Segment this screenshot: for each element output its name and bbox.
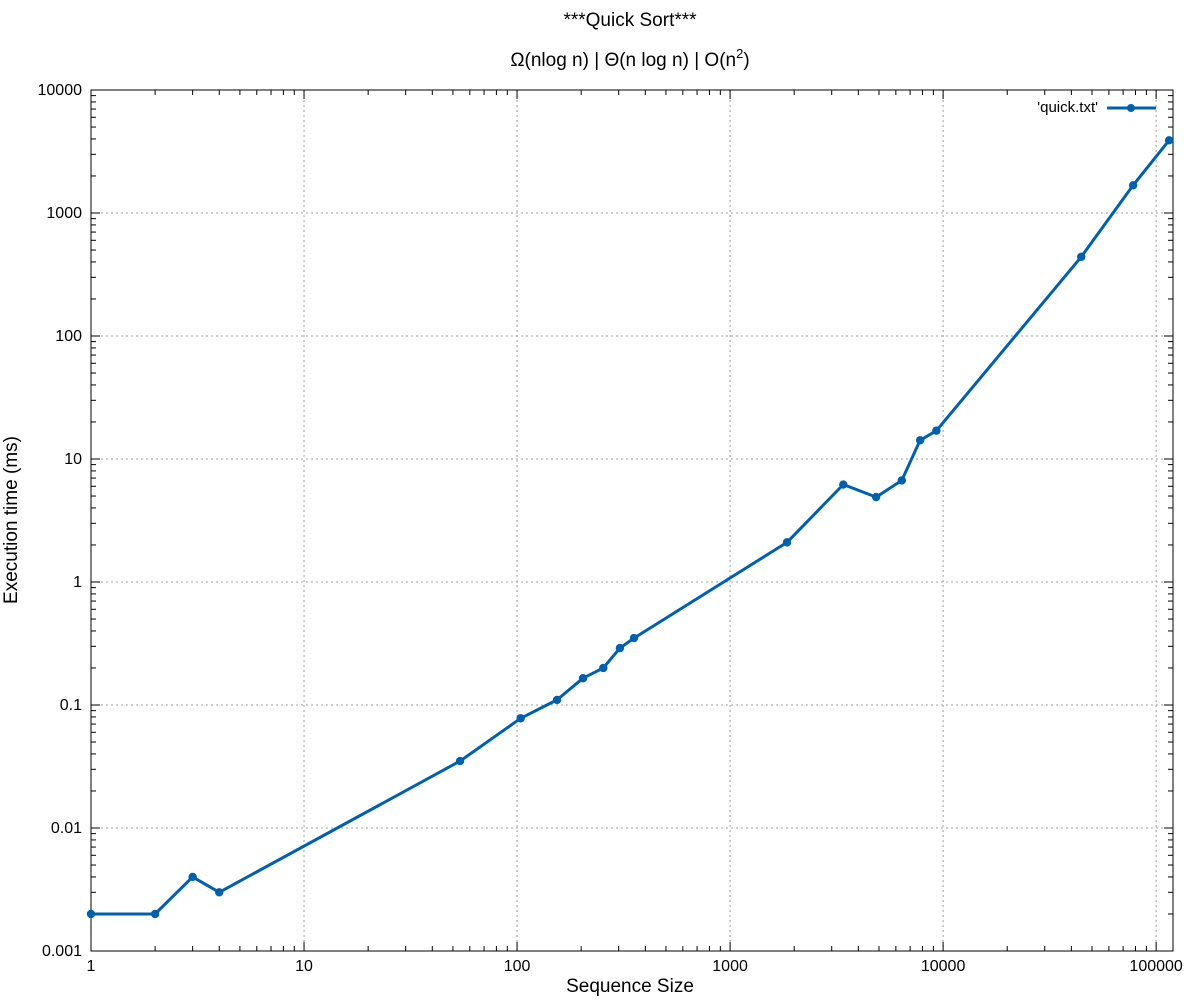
x-tick-label: 100000 [1129,958,1182,975]
y-tick-label: 10000 [38,82,83,99]
data-point [629,633,639,643]
y-tick-label: 1000 [46,205,82,222]
data-point [599,663,608,673]
data-point [215,888,224,897]
legend: 'quick.txt' [1037,99,1156,116]
data-point [871,492,881,502]
y-tick-label: 0.01 [51,820,82,837]
data-point [782,538,792,547]
y-tick-label: 0.001 [42,943,82,960]
y-tick-label: 0.1 [60,697,82,714]
legend-label: 'quick.txt' [1037,99,1098,116]
data-point [455,756,465,766]
data-point [188,872,197,882]
plot-frame [90,89,1174,952]
data-point [897,476,907,485]
data-point [615,643,625,653]
y-tick-label: 100 [55,328,82,345]
data-point [839,480,848,489]
data-point [552,695,562,705]
data-point [1128,181,1138,190]
chart-subtitle-suffix: ) [743,50,749,71]
data-point [1164,136,1174,145]
y-tick-label: 1 [73,574,82,591]
legend-marker [1127,104,1135,112]
data-point [150,909,160,919]
chart-subtitle-prefix: Ω(nlog n) | Θ(n log n) | O(n [510,50,736,71]
data-point [1077,252,1086,262]
data-point [86,909,96,919]
data-point [578,674,588,683]
series-layer [86,136,1174,919]
y-axis-label: Execution time (ms) [1,436,22,604]
x-tick-label: 1 [87,958,96,975]
x-tick-label: 10000 [921,958,966,975]
x-tick-label: 100 [504,958,531,975]
chart-subtitle-superscript: 2 [736,46,743,61]
data-point [516,714,525,723]
series-line-0 [91,139,1171,916]
chart-title: ***Quick Sort*** [563,10,697,31]
data-point [932,426,941,435]
data-point [915,436,925,445]
x-axis-label: Sequence Size [566,976,694,997]
y-tick-label: 10 [64,451,82,468]
grid-lines [91,90,1173,951]
x-tick-label: 10 [295,958,313,975]
chart-subtitle: Ω(nlog n) | Θ(n log n) | O(n2) [510,46,749,71]
axis-ticks: 1 10 100 1000 10000 100000 0.001 0.01 0.1 1 10 100 1… [38,82,1183,975]
x-tick-label: 1000 [712,958,748,975]
